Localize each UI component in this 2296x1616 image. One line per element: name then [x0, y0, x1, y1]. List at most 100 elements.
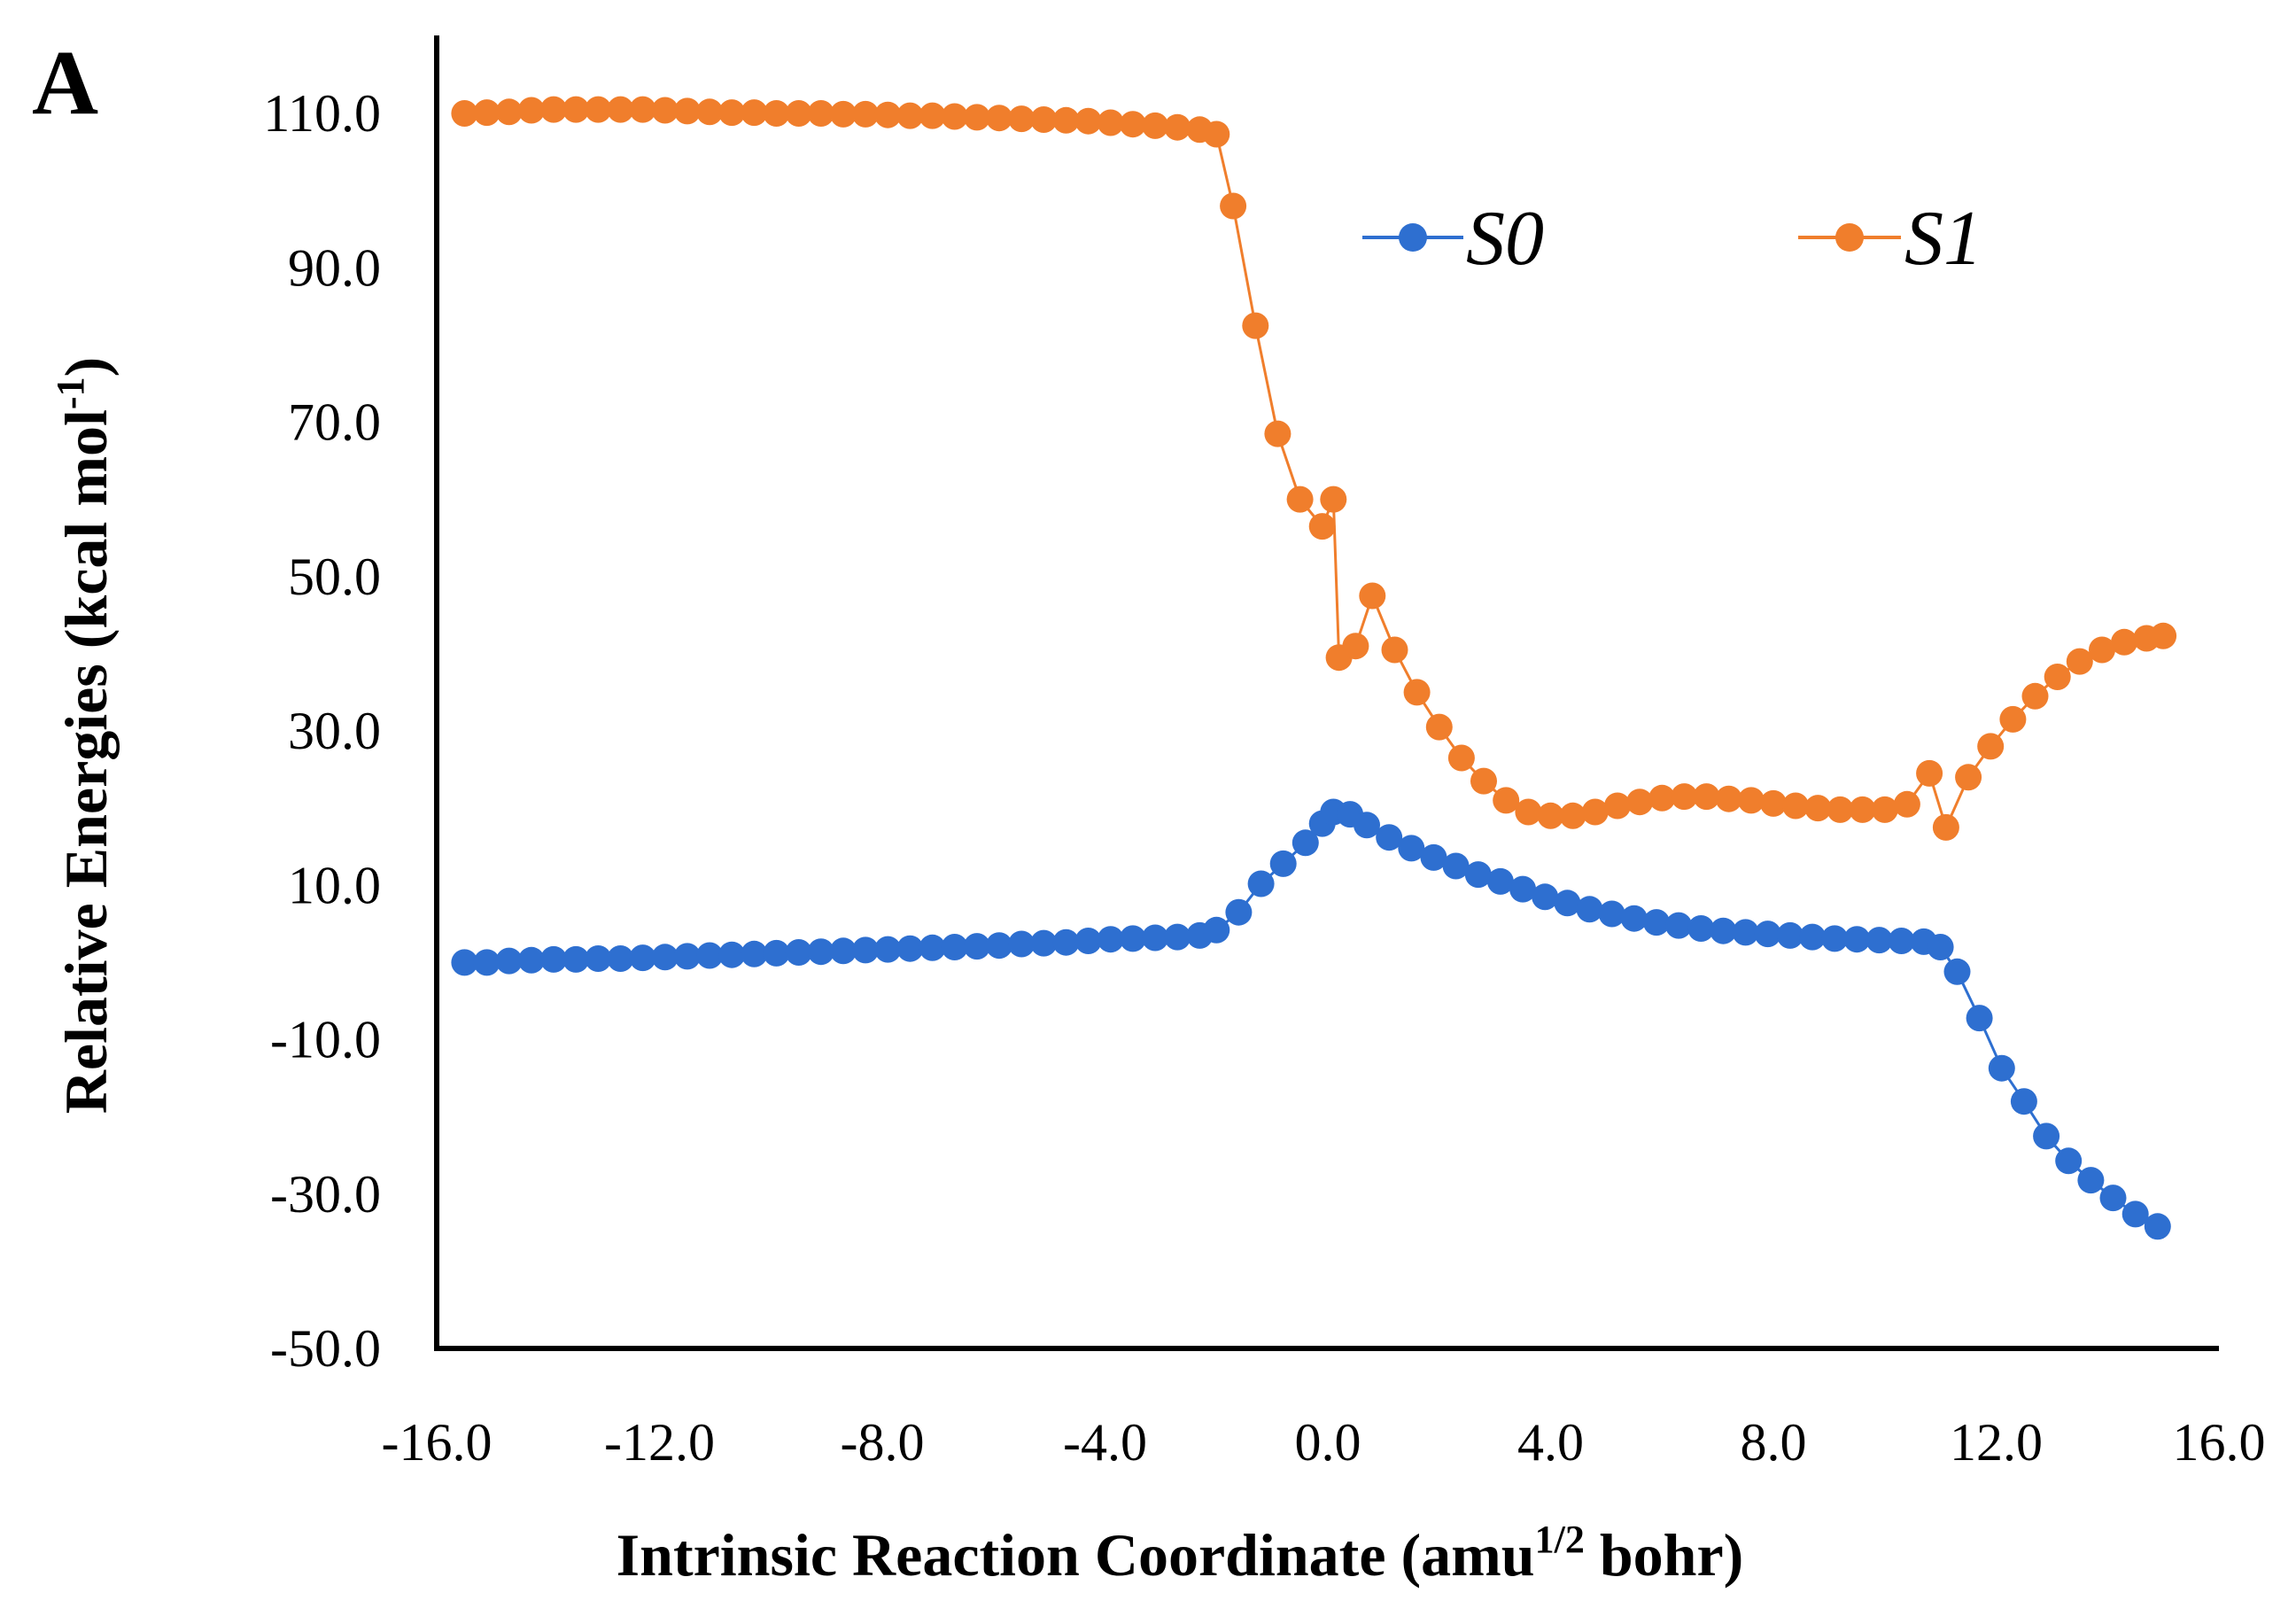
data-point-s1: [1804, 795, 1832, 822]
data-point-s1: [673, 97, 701, 125]
data-point-s1: [963, 104, 990, 131]
data-point-s1: [1737, 787, 1765, 814]
data-point-s0: [1008, 930, 1036, 958]
data-point-s0: [2121, 1200, 2149, 1228]
data-point-s0: [941, 934, 968, 960]
data-point-s0: [1732, 919, 1759, 946]
data-point-s1: [1359, 582, 1386, 610]
y-tick-label: -10.0: [270, 1011, 381, 1069]
data-point-s1: [562, 96, 590, 123]
x-tick-label: 12.0: [1950, 1413, 2043, 1472]
x-tick-label: -12.0: [604, 1413, 715, 1472]
data-point-s1: [651, 97, 679, 124]
data-point-s1: [1916, 759, 1943, 787]
series-s0: [451, 798, 2171, 1240]
data-point-s0: [1354, 812, 1380, 839]
data-point-s0: [473, 949, 500, 976]
data-point-s0: [1665, 912, 1693, 939]
data-point-s1: [1142, 112, 1169, 139]
data-point-s1: [2021, 682, 2049, 710]
data-point-s1: [1264, 420, 1292, 447]
data-point-s1: [540, 96, 567, 123]
legend-item-s0: S0: [1362, 196, 1544, 282]
data-point-s1: [763, 100, 790, 127]
data-point-s0: [807, 938, 834, 966]
x-tick-label: 16.0: [2173, 1413, 2266, 1472]
y-tick-label: 90.0: [288, 238, 381, 297]
series-line-s0: [464, 810, 2159, 1228]
data-point-s1: [1119, 111, 1146, 138]
data-point-s0: [1988, 1054, 2015, 1082]
data-point-s1: [1693, 783, 1720, 811]
data-point-s1: [451, 100, 478, 127]
data-point-s0: [1203, 916, 1230, 944]
data-point-s1: [1849, 796, 1876, 823]
data-point-s0: [1074, 928, 1102, 954]
data-point-s1: [1030, 106, 1058, 133]
data-point-s0: [2099, 1185, 2127, 1212]
data-point-s1: [874, 101, 902, 128]
data-point-s0: [1052, 928, 1080, 956]
data-point-s1: [473, 99, 500, 127]
data-point-s0: [1464, 861, 1492, 889]
data-point-s0: [1943, 958, 1971, 985]
data-point-s0: [696, 942, 724, 969]
data-point-s1: [1537, 802, 1564, 829]
data-point-s0: [1225, 898, 1253, 926]
y-tick-label: 70.0: [288, 393, 381, 452]
data-point-s0: [1269, 850, 1297, 877]
data-point-s0: [1532, 883, 1559, 911]
data-point-s1: [807, 100, 834, 127]
data-point-s0: [2144, 1213, 2171, 1240]
x-tick-label: -16.0: [382, 1413, 493, 1472]
x-axis-title-superscript: 1/2: [1535, 1518, 1585, 1561]
data-point-s0: [1821, 925, 1849, 952]
data-point-s0: [673, 943, 701, 970]
data-point-s1: [1074, 107, 1102, 135]
data-point-s1: [1470, 767, 1497, 795]
series-s1: [451, 96, 2177, 841]
data-point-s0: [585, 945, 612, 972]
data-point-s1: [495, 98, 523, 126]
x-tick-label: -8.0: [841, 1413, 925, 1472]
data-point-s1: [2066, 648, 2093, 675]
legend-marker-s0: [1399, 223, 1427, 252]
data-point-s0: [2010, 1088, 2037, 1115]
y-tick-label: -50.0: [270, 1319, 381, 1378]
data-point-s0: [1620, 905, 1648, 932]
data-point-s1: [517, 97, 545, 124]
y-tick-label: 10.0: [288, 856, 381, 914]
data-point-s0: [1643, 909, 1670, 936]
data-point-s0: [540, 945, 567, 973]
data-point-s1: [585, 96, 612, 123]
data-point-s1: [718, 99, 746, 127]
data-point-s1: [919, 102, 946, 129]
data-point-s0: [1164, 923, 1191, 951]
data-point-s1: [852, 100, 880, 128]
data-point-s0: [718, 941, 746, 968]
data-point-s1: [1286, 486, 1314, 513]
x-tick-label: 8.0: [1741, 1413, 1807, 1472]
data-point-s0: [629, 944, 656, 972]
x-axis-title: Intrinsic Reaction Coordinate (amu1/2 bo…: [617, 1518, 1744, 1589]
data-point-s1: [986, 105, 1012, 132]
data-point-s1: [1403, 679, 1431, 706]
data-point-s0: [562, 945, 590, 973]
data-point-s1: [1604, 792, 1631, 820]
data-point-s0: [651, 944, 679, 971]
data-point-s1: [1242, 312, 1269, 339]
data-point-s0: [2033, 1123, 2060, 1150]
legend-label-s1: S1: [1904, 196, 1982, 282]
data-point-s0: [1097, 926, 1124, 953]
data-point-s0: [1442, 852, 1470, 880]
data-point-s1: [1164, 113, 1191, 141]
data-point-s0: [919, 934, 946, 961]
data-point-s1: [1626, 789, 1654, 816]
data-point-s0: [1927, 934, 1954, 960]
legend: S0 S1: [1362, 196, 1982, 282]
data-point-s0: [830, 937, 857, 965]
data-point-s1: [2089, 636, 2115, 664]
data-point-s0: [852, 936, 880, 964]
data-point-s1: [1008, 105, 1036, 133]
